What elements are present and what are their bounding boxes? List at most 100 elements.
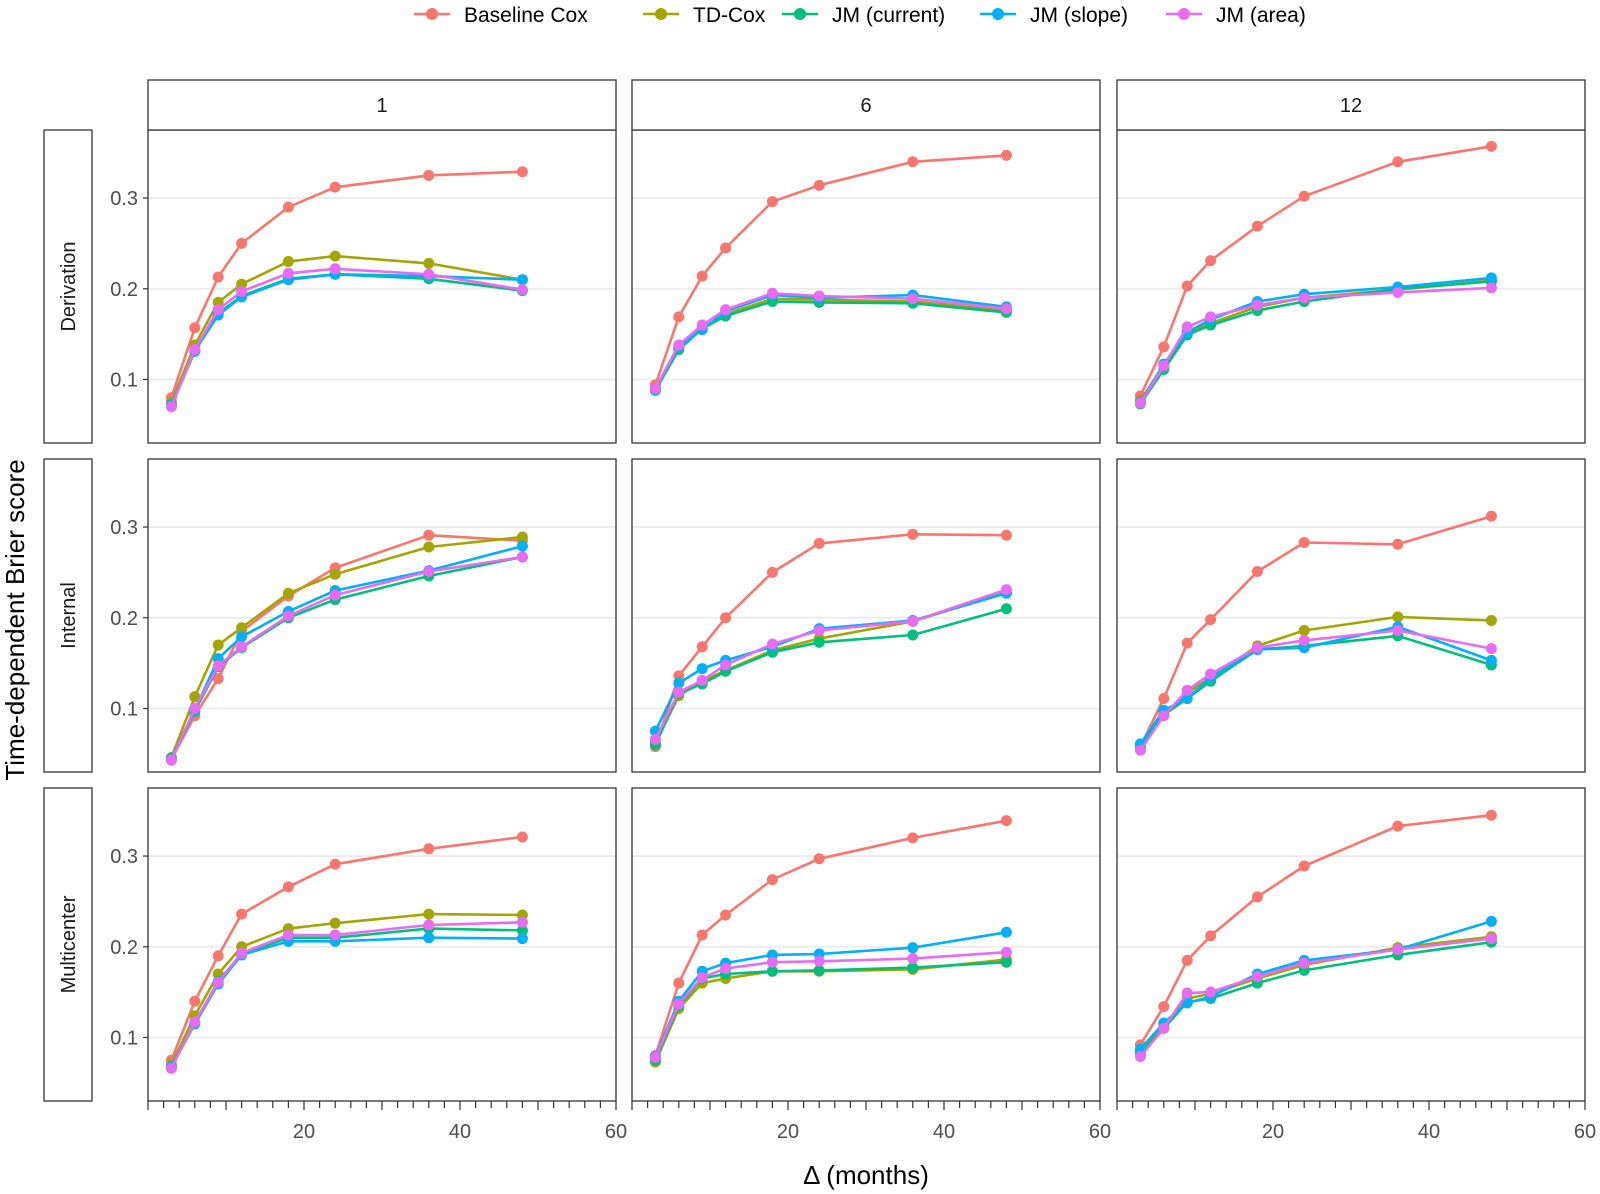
legend-label: Baseline Cox [464,4,588,27]
data-point [423,268,435,280]
panel-derivation-1 [147,129,617,444]
data-point [236,622,248,634]
data-point [1000,149,1012,161]
data-point [673,977,685,989]
data-point [673,339,685,351]
legend-key-point [1178,8,1190,20]
panel-background [148,459,616,772]
data-point [907,942,919,954]
x-tick-label: 60 [1089,1121,1111,1143]
data-point [423,843,435,855]
panel-background [148,788,616,1101]
data-point [1485,614,1497,626]
data-point [423,932,435,944]
data-point [1485,809,1497,821]
facet-strips: 1 6 12 Derivation Internal Multicenter [43,79,1586,1102]
data-point [189,995,201,1007]
plot-panels [147,129,1586,1102]
series-baseline-cox [165,831,528,1066]
column-strip-1: 1 [147,79,617,131]
data-point [907,528,919,540]
data-point [1000,815,1012,827]
data-point [1134,397,1146,409]
data-point [1485,140,1497,152]
data-point [212,271,224,283]
y-axis-title: Time-dependent Brier score [0,459,30,780]
data-point [236,641,248,653]
data-point [813,955,825,967]
data-point [516,274,528,286]
data-point [423,169,435,181]
panel-border [1116,458,1586,773]
data-point [1392,943,1404,955]
y-tick-label: 0.2 [110,279,138,301]
y-tick-label: 0.1 [110,369,138,391]
panel-background [1117,130,1585,443]
data-point [1298,190,1310,202]
data-point [212,950,224,962]
data-point [236,631,248,643]
data-point [696,641,708,653]
data-point [1000,926,1012,938]
data-point [282,587,294,599]
data-point [1000,303,1012,315]
data-point [907,953,919,965]
data-point [1181,997,1193,1009]
data-point [907,615,919,627]
legend-key-point [992,8,1004,20]
data-point [1181,954,1193,966]
data-point [189,322,201,334]
data-point [813,853,825,865]
data-point [516,916,528,928]
data-point [766,287,778,299]
panel-multicenter-12 [1116,787,1586,1102]
y-tick-label: 0.3 [110,846,138,868]
data-point [1205,668,1217,680]
legend-item-jm-current: JM (current) [782,4,945,27]
data-point [423,565,435,577]
panel-derivation-12 [1116,129,1586,444]
series-line [1139,286,1493,405]
series-baseline-cox [1134,510,1497,753]
data-point [696,270,708,282]
data-point [1158,710,1170,722]
row-strip-internal: Internal [43,458,93,773]
column-strip-12: 12 [1116,79,1586,131]
data-point [212,304,224,316]
data-point [165,401,177,413]
data-point [423,529,435,541]
data-point [282,881,294,893]
data-point [673,311,685,323]
series-line [654,950,1008,1059]
data-point [720,909,732,921]
y-tick-label: 0.3 [110,517,138,539]
y-tick-label: 0.2 [110,937,138,959]
data-point [1205,930,1217,942]
series-jm-area [649,287,1012,395]
data-point [1158,360,1170,372]
data-point [1392,624,1404,636]
strip-label: Multicenter [58,895,80,993]
data-point [1134,744,1146,756]
x-tick-label: 40 [933,1121,955,1143]
data-point [212,639,224,651]
panel-internal-12 [1116,458,1586,773]
series-line [1139,514,1493,748]
data-point [165,754,177,766]
data-point [720,242,732,254]
data-point [1205,311,1217,323]
data-point [516,284,528,296]
data-point [189,344,201,356]
x-tick-label: 20 [293,1121,315,1143]
data-point [212,673,224,685]
panel-multicenter-6 [631,787,1101,1102]
series-baseline-cox [649,149,1012,391]
panel-background [632,130,1100,443]
strip-label: Derivation [58,241,80,331]
data-point [766,874,778,886]
panel-multicenter-1 [147,787,617,1102]
series-line [170,254,524,404]
data-point [1205,255,1217,267]
series-line [170,920,524,1070]
series-jm-area [1134,933,1497,1063]
